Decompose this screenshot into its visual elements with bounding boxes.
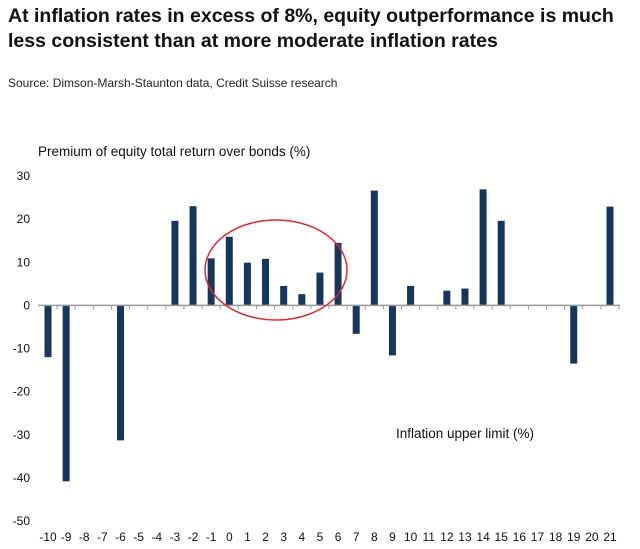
x-axis-label: Inflation upper limit (%) [396,426,534,441]
bar [388,305,396,356]
x-tick-label: -6 [115,530,126,544]
x-tick-label: -7 [97,530,108,544]
x-tick-label: -2 [188,530,199,544]
x-tick-label: 12 [440,530,454,544]
y-tick-label: -30 [13,428,31,442]
bar [62,305,70,482]
bar [479,189,487,306]
y-tick-label: 0 [23,298,30,312]
x-tick-label: 15 [495,530,509,544]
bar [461,288,469,306]
bar [606,206,614,306]
x-tick-label: -8 [79,530,90,544]
bar [262,258,270,306]
y-axis-label: Premium of equity total return over bond… [38,144,310,159]
x-tick-label: 16 [513,530,527,544]
x-tick-label: 20 [585,530,599,544]
x-tick-label: 7 [353,530,360,544]
x-tick-label: 8 [371,530,378,544]
x-tick-label: 10 [404,530,418,544]
y-tick-label: -50 [13,514,31,528]
y-tick-label: -40 [13,471,31,485]
bar [207,258,215,306]
bar [407,285,415,306]
x-tick-label: 19 [567,530,581,544]
x-tick-label: -3 [170,530,181,544]
bar [44,305,52,358]
x-tick-label: 5 [317,530,324,544]
bar [443,290,451,306]
x-tick-label: 4 [298,530,305,544]
x-tick-label: 6 [335,530,342,544]
x-tick-label: 13 [458,530,472,544]
bar [225,236,233,306]
y-tick-label: 30 [17,169,31,183]
x-tick-label: -4 [151,530,162,544]
chart-title: At inflation rates in excess of 8%, equi… [8,5,614,52]
bar [280,285,288,306]
x-tick-label: 2 [262,530,269,544]
bar [497,220,505,306]
bar [171,220,179,306]
bar [298,294,306,306]
bar [189,206,197,306]
x-tick-label: 0 [226,530,233,544]
bar [352,305,360,334]
x-tick-label: 18 [549,530,563,544]
x-tick-label: 14 [476,530,490,544]
x-tick-label: 21 [603,530,617,544]
y-tick-label: -20 [13,385,31,399]
x-tick-label: 3 [280,530,287,544]
bar [117,305,125,441]
bar [570,305,578,364]
x-tick-label: -1 [206,530,217,544]
bar [243,262,251,306]
bar [370,190,378,306]
x-tick-label: 1 [244,530,251,544]
x-tick-label: -10 [39,530,57,544]
x-tick-label: -5 [133,530,144,544]
x-tick-label: 17 [531,530,545,544]
x-tick-label: -9 [61,530,72,544]
bar [334,242,342,306]
bar [316,272,324,306]
chart-source: Source: Dimson-Marsh-Staunton data, Cred… [8,76,338,90]
highlight-ellipse [204,219,348,321]
x-tick-label: 9 [389,530,396,544]
y-tick-label: 10 [17,255,31,269]
y-tick-label: -10 [13,342,31,356]
y-tick-label: 20 [17,212,31,226]
x-tick-label: 11 [422,530,435,544]
